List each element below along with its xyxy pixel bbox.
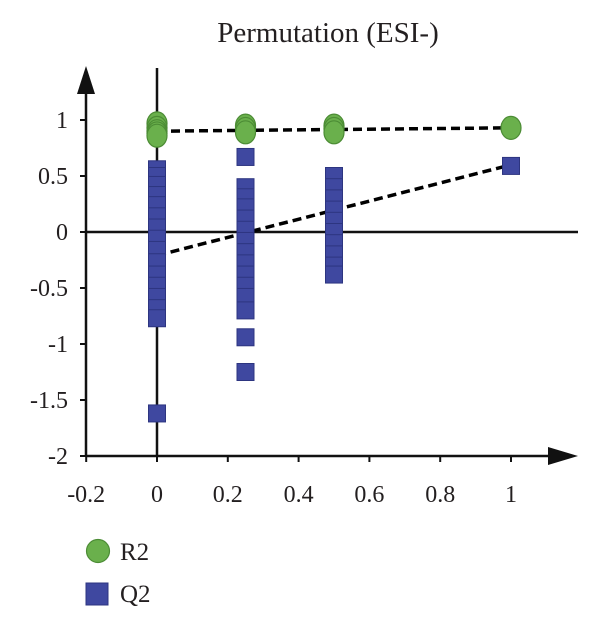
y-tick-label: -0.5 [30, 276, 68, 302]
x-tick-label: 0.8 [425, 482, 455, 508]
legend-q2-label: Q2 [120, 581, 151, 608]
q2-point [236, 147, 255, 166]
y-tick-label: -1 [48, 332, 68, 358]
x-tick-label: 0.2 [213, 482, 243, 508]
y-tick-label: 0 [56, 220, 68, 246]
legend-q2-marker [85, 582, 109, 606]
q2-point [236, 328, 255, 347]
q2-point [236, 363, 255, 381]
y-tick-label: 0.5 [38, 164, 68, 190]
x-tick-label: 1 [505, 482, 517, 508]
y-axis-arrow [77, 66, 95, 94]
q2-point [325, 265, 343, 284]
y-tick-label: -2 [48, 444, 68, 470]
x-tick-label: -0.2 [67, 482, 105, 508]
x-tick-label: 0 [151, 482, 163, 508]
legend-r2-label: R2 [120, 539, 149, 566]
r2-point [234, 120, 257, 145]
x-tick-label: 0.4 [284, 482, 314, 508]
r2-point [500, 115, 522, 140]
trend-line-r2 [156, 126, 512, 133]
q2-point [502, 156, 520, 175]
legend-r2-marker [85, 538, 111, 564]
y-tick-label: -1.5 [30, 388, 68, 414]
r2-point [323, 120, 345, 145]
q2-point [236, 301, 255, 320]
q2-point [148, 404, 166, 423]
chart-title: Permutation (ESI-) [217, 17, 438, 49]
x-axis-arrow [548, 447, 578, 465]
r2-point [146, 123, 168, 148]
x-tick-label: 0.6 [354, 482, 384, 508]
y-tick-label: 1 [56, 108, 68, 134]
q2-point [148, 309, 166, 328]
